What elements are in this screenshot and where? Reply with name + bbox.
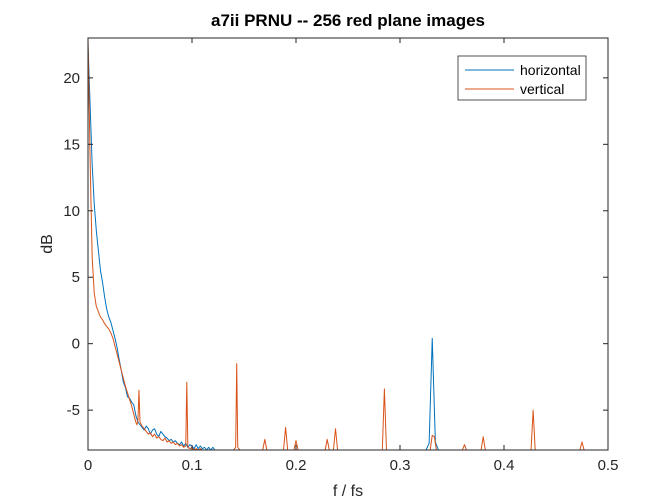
axis-ticks: 0 0.1 0.2 0.3 0.4 0.5 -5 0 5 10 15 20 <box>63 38 618 474</box>
x-tick-label: 0.1 <box>182 457 203 474</box>
legend-box <box>457 55 587 101</box>
plot-area <box>88 38 608 450</box>
y-tick-label: -5 <box>67 402 80 419</box>
y-tick-label: 10 <box>63 203 80 220</box>
x-axis-label: f / fs <box>333 483 363 500</box>
chart-title: a7ii PRNU -- 256 red plane images <box>211 11 485 30</box>
x-tick-label: 0.3 <box>390 457 411 474</box>
legend-label-vertical: vertical <box>520 81 564 97</box>
x-tick-label: 0 <box>84 457 92 474</box>
legend-label-horizontal: horizontal <box>520 62 581 78</box>
x-tick-label: 0.5 <box>598 457 619 474</box>
y-tick-label: 0 <box>72 336 80 353</box>
plot-frame <box>87 37 609 451</box>
series-line-horizontal <box>87 44 439 451</box>
y-tick-label: 20 <box>63 70 80 87</box>
y-tick-label: 5 <box>72 269 80 286</box>
legend: horizontal vertical <box>457 55 587 101</box>
y-tick-label: 15 <box>63 136 80 153</box>
y-axis-label: dB <box>39 234 56 254</box>
x-tick-label: 0.4 <box>494 457 515 474</box>
x-tick-label: 0.2 <box>286 457 307 474</box>
